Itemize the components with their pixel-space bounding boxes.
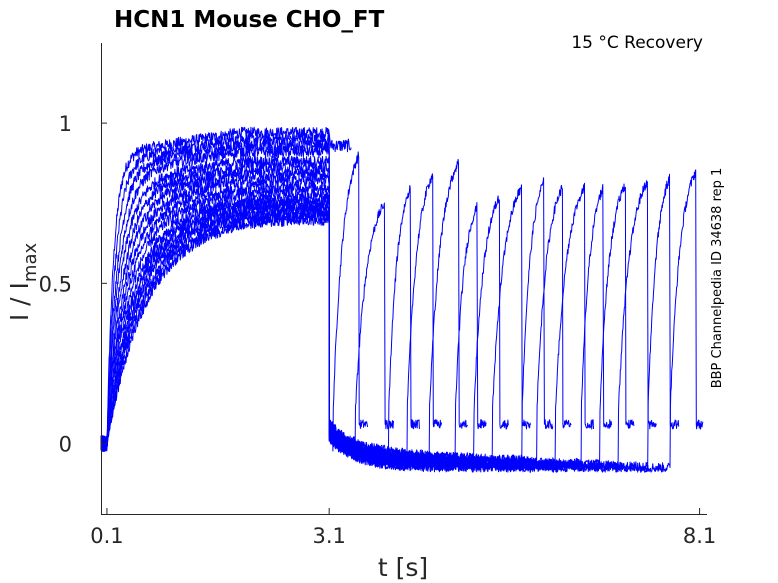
current-trace-1 xyxy=(100,126,352,450)
y-axis-label-group: I / Imax xyxy=(5,243,41,322)
channelpedia-id-label: BBP Channelpedia ID 34638 rep 1 xyxy=(710,168,725,389)
y-axis-label: I / Imax xyxy=(5,243,41,322)
y-tick-label: 0 xyxy=(59,433,72,457)
y-tick-label: 0.5 xyxy=(39,272,72,296)
y-axis-label-subscript: max xyxy=(20,243,41,283)
current-traces xyxy=(100,126,704,473)
current-trace-17 xyxy=(100,169,704,473)
x-tick-label: 8.1 xyxy=(683,524,716,548)
condition-annotation: 15 °C Recovery xyxy=(571,33,703,53)
x-tick-label: 3.1 xyxy=(312,524,345,548)
y-axis-label-main: I / I xyxy=(5,282,34,321)
y-tick-label: 1 xyxy=(59,112,72,136)
y-ticks: 00.51 xyxy=(39,112,107,457)
x-axis-label: t [s] xyxy=(378,553,428,582)
side-label-group: BBP Channelpedia ID 34638 rep 1 xyxy=(710,168,725,389)
chart-title: HCN1 Mouse CHO_FT xyxy=(114,7,385,33)
x-tick-label: 0.1 xyxy=(90,524,123,548)
current-trace-4 xyxy=(100,145,420,455)
current-trace-11 xyxy=(100,184,572,467)
x-ticks: 0.1 3.1 8.1 xyxy=(90,508,716,548)
current-trace-12 xyxy=(100,182,594,468)
